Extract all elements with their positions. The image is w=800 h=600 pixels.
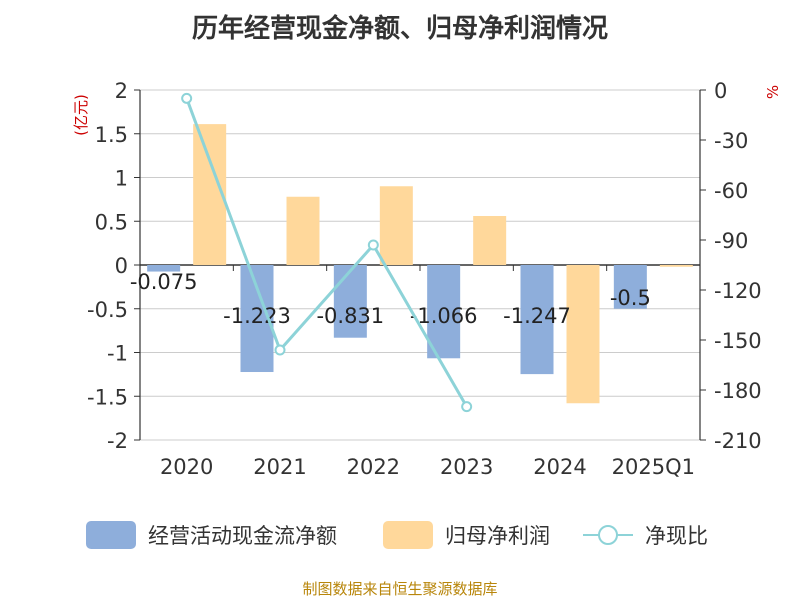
y-right-tick-label: -60: [714, 179, 748, 203]
cashflow-bar: [333, 265, 367, 338]
legend-item-cashflow[interactable]: 经营活动现金流净额: [86, 518, 337, 552]
ratio-line: [185, 97, 468, 408]
y-right-axis-title: %: [764, 85, 782, 99]
cashflow-data-label: -1.247: [503, 304, 571, 328]
y-left-tick-label: -1.5: [87, 385, 128, 409]
ratio-point: [274, 344, 286, 356]
cashflow-data-label: -1.223: [223, 304, 291, 328]
y-right-tick-label: -150: [714, 329, 762, 353]
y-left-tick-label: -0.5: [87, 298, 128, 322]
profit-bar: [659, 265, 693, 267]
profit-bar: [566, 265, 600, 404]
legend-swatch-cashflow: [86, 521, 136, 549]
profit-bar: [193, 124, 227, 265]
y-right-tick-label: -210: [714, 429, 762, 453]
x-tick-label: 2020: [160, 455, 213, 479]
x-tick-label: 2022: [347, 455, 400, 479]
cashflow-data-label: -1.066: [410, 304, 478, 328]
y-right-tick-label: 0: [714, 79, 727, 103]
chart-title: 历年经营现金净额、归母净利润情况: [191, 14, 608, 44]
x-tick-label: 2023: [440, 455, 493, 479]
y-left-tick-label: 1.5: [95, 123, 128, 147]
legend-swatch-profit: [383, 521, 433, 549]
y-right-tick-label: -90: [714, 229, 748, 253]
data-source-note: 制图数据来自恒生聚源数据库: [302, 580, 498, 598]
cashflow-bar: [427, 265, 461, 359]
ratio-point: [181, 92, 193, 104]
ratio-point: [367, 239, 379, 251]
legend-item-ratio[interactable]: 净现比: [583, 518, 708, 552]
cashflow-data-label: -0.075: [130, 270, 198, 294]
y-right-tick-label: -30: [714, 129, 748, 153]
profit-bar: [473, 216, 507, 265]
y-left-tick-label: -2: [107, 429, 128, 453]
legend-swatch-ratio: [583, 521, 633, 549]
x-tick-label: 2025Q1: [612, 455, 695, 479]
x-tick-label: 2024: [533, 455, 586, 479]
cashflow-bar: [147, 265, 181, 272]
profit-bar: [379, 186, 413, 265]
legend-label-ratio: 净现比: [645, 524, 708, 548]
legend-label-cashflow: 经营活动现金流净额: [148, 524, 337, 548]
ratio-point: [461, 401, 473, 413]
y-right-tick-label: -120: [714, 279, 762, 303]
y-left-tick-label: 2: [115, 79, 128, 103]
y-left-tick-label: 0: [115, 254, 128, 278]
y-left-tick-label: 1: [115, 167, 128, 191]
y-right-tick-label: -180: [714, 379, 762, 403]
cashflow-bar: [613, 265, 647, 309]
chart-legend: 经营活动现金流净额 归母净利润 净现比: [0, 518, 800, 552]
cashflow-data-label: -0.831: [316, 304, 384, 328]
cashflow-bar: [520, 265, 554, 375]
cashflow-data-label: -0.5: [610, 286, 651, 310]
x-tick-label: 2021: [253, 455, 306, 479]
y-left-axis-title: (亿元): [72, 94, 90, 136]
legend-item-profit[interactable]: 归母净利润: [383, 518, 550, 552]
y-left-tick-label: -1: [107, 342, 128, 366]
profit-bar: [286, 196, 320, 265]
y-left-tick-label: 0.5: [95, 210, 128, 234]
legend-label-profit: 归母净利润: [445, 524, 550, 548]
